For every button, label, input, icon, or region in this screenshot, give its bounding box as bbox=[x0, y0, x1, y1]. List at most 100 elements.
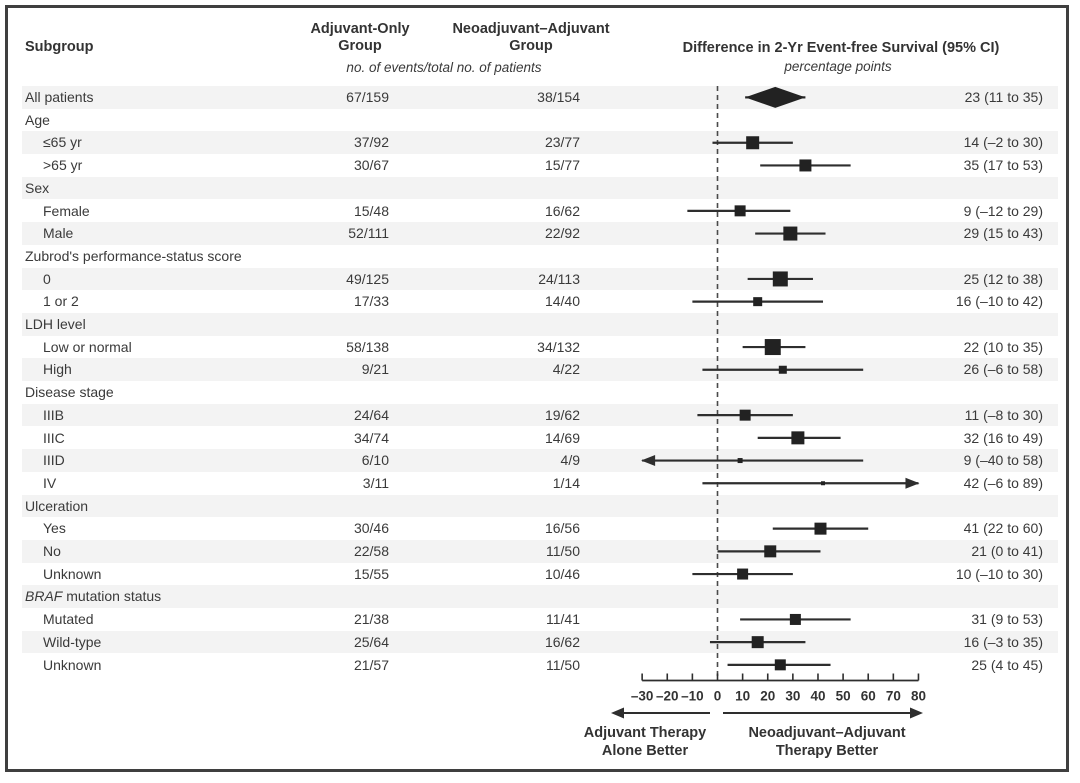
difference-ci-value: 29 (15 to 43) bbox=[963, 225, 1043, 242]
subgroup-label: High bbox=[43, 361, 72, 378]
neoadjuvant-adjuvant-value: 38/154 bbox=[537, 89, 580, 105]
table-row: Sex bbox=[22, 176, 1058, 200]
table-row: All patients 67/159 38/154 23 (11 to 35) bbox=[22, 86, 1058, 109]
neoadjuvant-adjuvant-value: 16/62 bbox=[544, 202, 580, 219]
table-row: Age bbox=[22, 109, 1058, 132]
adjuvant-only-value: 30/46 bbox=[353, 520, 389, 537]
difference-ci-value: 14 (–2 to 30) bbox=[963, 134, 1043, 151]
adjuvant-only-value: 30/67 bbox=[353, 157, 389, 174]
subgroup-category-label: LDH level bbox=[25, 316, 86, 332]
neoadjuvant-adjuvant-value: 14/40 bbox=[544, 293, 580, 310]
neoadjuvant-adjuvant-value: 10/46 bbox=[544, 565, 580, 582]
table-row: Unknown 15/55 10/46 10 (–10 to 30) bbox=[22, 563, 1058, 586]
adjuvant-only-value: 22/58 bbox=[353, 543, 389, 559]
adjuvant-only-value: 24/64 bbox=[353, 406, 389, 423]
adjuvant-only-value: 37/92 bbox=[353, 134, 389, 151]
table-row: Wild-type 25/64 16/62 16 (–3 to 35) bbox=[22, 630, 1058, 654]
table-row: Yes 30/46 16/56 41 (22 to 60) bbox=[22, 517, 1058, 540]
table-row: 0 49/125 24/113 25 (12 to 38) bbox=[22, 267, 1058, 291]
table-row: Mutated 21/38 11/41 31 (9 to 53) bbox=[22, 608, 1058, 631]
left-direction-line1: Adjuvant Therapy bbox=[583, 725, 707, 741]
difference-ci-value: 9 (–40 to 58) bbox=[963, 452, 1043, 469]
adjuvant-only-value: 9/21 bbox=[361, 361, 389, 378]
subgroup-label: 1 or 2 bbox=[43, 293, 79, 310]
difference-ci-value: 21 (0 to 41) bbox=[971, 543, 1043, 559]
point-estimate-square bbox=[789, 613, 801, 625]
difference-ci-value: 22 (10 to 35) bbox=[963, 338, 1043, 355]
difference-ci-value: 11 (–8 to 30) bbox=[964, 406, 1043, 423]
subgroup-label: 0 bbox=[43, 270, 51, 287]
ci-left-arrow bbox=[641, 455, 656, 467]
point-estimate-square bbox=[764, 339, 781, 356]
neoadjuvant-adjuvant-value: 15/77 bbox=[544, 157, 580, 174]
x-axis-tick-label: 60 bbox=[861, 689, 876, 704]
difference-ci-value: 41 (22 to 60) bbox=[963, 520, 1043, 537]
neoadjuvant-adjuvant-value: 16/56 bbox=[544, 520, 580, 537]
point-estimate-square bbox=[734, 205, 746, 217]
difference-ci-value: 23 (11 to 35) bbox=[964, 89, 1043, 105]
table-row: Unknown 21/57 11/50 25 (4 to 45) bbox=[22, 654, 1058, 677]
subgroup-category-label: Age bbox=[25, 111, 50, 128]
subgroup-label: Unknown bbox=[43, 656, 102, 673]
table-row: Zubrod's performance-status score bbox=[22, 245, 1058, 268]
subgroup-category-label: Sex bbox=[25, 179, 50, 196]
subgroup-category-label: Ulceration bbox=[25, 497, 89, 514]
x-axis-tick-label: 50 bbox=[836, 689, 851, 704]
difference-ci-value: 35 (17 to 53) bbox=[963, 157, 1043, 174]
right-direction-line1: Neoadjuvant–Adjuvant bbox=[748, 725, 906, 741]
table-row: IIIC 34/74 14/69 32 (16 to 49) bbox=[22, 427, 1058, 450]
events-per-patients-note: no. of events/total no. of patients bbox=[346, 60, 542, 75]
difference-ci-value: 16 (–10 to 42) bbox=[955, 293, 1043, 310]
point-estimate-square bbox=[772, 271, 788, 287]
left-direction-line2: Alone Better bbox=[601, 742, 689, 759]
x-axis-tick-label: 40 bbox=[810, 689, 825, 704]
x-axis-tick-label: 70 bbox=[886, 689, 901, 704]
subgroup-label: Mutated bbox=[43, 611, 94, 628]
x-axis-tick-label: –20 bbox=[656, 689, 679, 704]
difference-ci-value: 9 (–12 to 29) bbox=[963, 202, 1043, 219]
table-row: Female 15/48 16/62 9 (–12 to 29) bbox=[22, 200, 1058, 223]
col2-header-line1: Neoadjuvant–Adjuvant bbox=[452, 21, 610, 37]
italic-gene-name: BRAF bbox=[25, 588, 63, 605]
col1-header-line2: Group bbox=[338, 38, 382, 54]
subgroup-category-label: Zubrod's performance-status score bbox=[25, 247, 242, 264]
difference-ci-value: 10 (–10 to 30) bbox=[955, 565, 1043, 582]
neoadjuvant-adjuvant-value: 4/9 bbox=[560, 452, 580, 469]
subgroup-category-label: Disease stage bbox=[25, 384, 114, 401]
table-row: No 22/58 11/50 21 (0 to 41) bbox=[22, 540, 1058, 563]
point-estimate-square bbox=[746, 136, 760, 150]
point-estimate-square bbox=[764, 545, 777, 558]
neoadjuvant-adjuvant-value: 11/50 bbox=[546, 656, 580, 673]
x-axis-tick-label: 20 bbox=[760, 689, 775, 704]
subgroup-label: Unknown bbox=[43, 565, 102, 582]
table-row: Disease stage bbox=[22, 381, 1058, 404]
adjuvant-only-column-header: Adjuvant-Only Group bbox=[310, 21, 409, 55]
subgroup-label: Wild-type bbox=[43, 633, 102, 650]
table-row: Low or normal 58/138 34/132 22 (10 to 35) bbox=[22, 336, 1058, 359]
adjuvant-only-value: 25/64 bbox=[353, 633, 389, 650]
table-row: LDH level bbox=[22, 313, 1058, 336]
difference-ci-value: 25 (12 to 38) bbox=[963, 270, 1043, 287]
table-row: >65 yr 30/67 15/77 35 (17 to 53) bbox=[22, 154, 1058, 177]
x-axis-tick-label: 10 bbox=[735, 689, 750, 704]
adjuvant-only-value: 67/159 bbox=[346, 89, 389, 105]
adjuvant-only-value: 15/48 bbox=[353, 202, 389, 219]
overall-estimate-diamond bbox=[745, 86, 806, 108]
right-direction-label: Neoadjuvant–Adjuvant Therapy Better bbox=[748, 725, 905, 760]
difference-ci-value: 31 (9 to 53) bbox=[971, 611, 1043, 628]
difference-ci-value: 42 (–6 to 89) bbox=[963, 474, 1043, 491]
adjuvant-only-value: 15/55 bbox=[353, 565, 389, 582]
adjuvant-only-value: 3/11 bbox=[362, 474, 389, 491]
x-axis-tick-label: 80 bbox=[911, 689, 926, 704]
right-direction-line2: Therapy Better bbox=[775, 742, 879, 759]
difference-ci-value: 16 (–3 to 35) bbox=[963, 633, 1043, 650]
subgroup-label: >65 yr bbox=[43, 157, 83, 174]
neoadjuvant-adjuvant-value: 23/77 bbox=[544, 134, 580, 151]
subgroup-label: Female bbox=[43, 202, 90, 219]
subgroup-label: IIID bbox=[43, 452, 65, 469]
point-estimate-square bbox=[814, 522, 827, 535]
table-row: 1 or 2 17/33 14/40 16 (–10 to 42) bbox=[22, 290, 1058, 313]
plot-units-label: percentage points bbox=[784, 59, 892, 74]
